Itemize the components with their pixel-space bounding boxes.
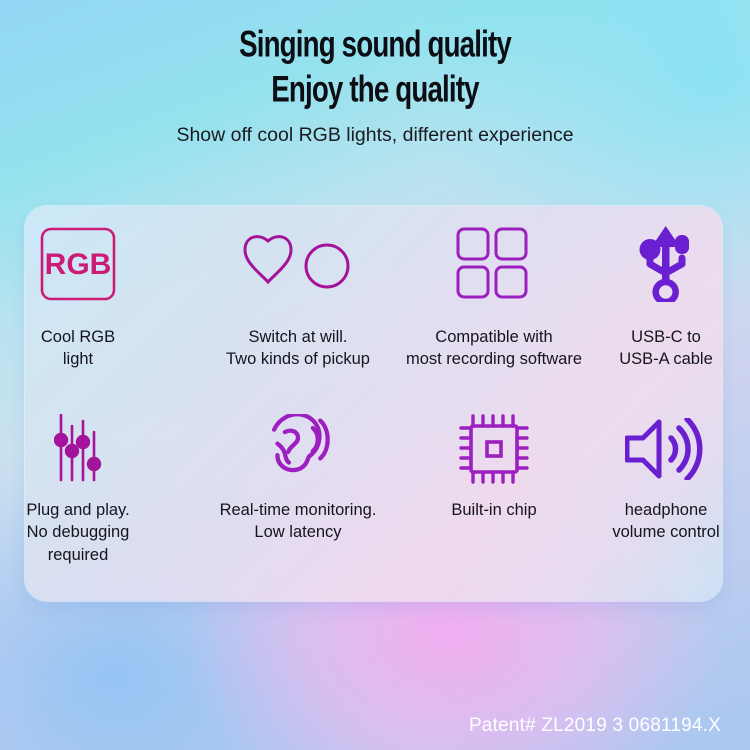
- svg-text:RGB: RGB: [45, 248, 112, 281]
